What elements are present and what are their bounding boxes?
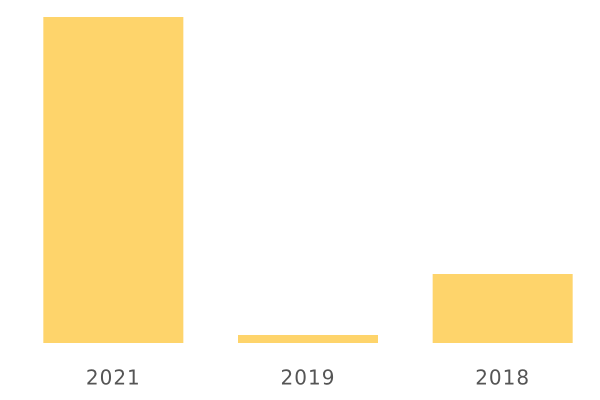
bar	[238, 335, 378, 343]
x-tick-label: 2019	[281, 366, 336, 390]
x-tick-label: 2021	[86, 366, 141, 390]
x-tick-label: 2018	[475, 366, 530, 390]
bar	[432, 274, 573, 343]
bar	[43, 17, 184, 343]
